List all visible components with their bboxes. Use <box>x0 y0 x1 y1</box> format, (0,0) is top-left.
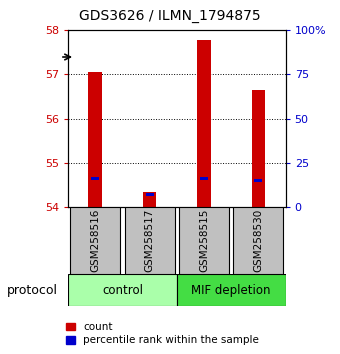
Bar <box>68 274 177 306</box>
Legend: count, percentile rank within the sample: count, percentile rank within the sample <box>66 322 259 345</box>
Bar <box>70 207 120 274</box>
Text: MIF depletion: MIF depletion <box>191 284 271 297</box>
Bar <box>179 207 229 274</box>
Text: GSM258516: GSM258516 <box>90 209 100 273</box>
Text: GSM258515: GSM258515 <box>199 209 209 273</box>
Bar <box>197 40 211 207</box>
Bar <box>88 72 102 207</box>
Bar <box>143 192 156 207</box>
Bar <box>252 90 265 207</box>
Bar <box>200 177 208 180</box>
Text: protocol: protocol <box>7 285 58 297</box>
Bar <box>91 177 99 180</box>
Bar <box>124 207 175 274</box>
Bar <box>254 179 262 182</box>
Bar <box>233 207 284 274</box>
Bar <box>177 274 286 306</box>
Text: GSM258517: GSM258517 <box>144 209 155 273</box>
Text: control: control <box>102 284 143 297</box>
Text: GDS3626 / ILMN_1794875: GDS3626 / ILMN_1794875 <box>79 9 261 23</box>
Text: GSM258530: GSM258530 <box>253 209 264 272</box>
Bar <box>146 193 154 196</box>
